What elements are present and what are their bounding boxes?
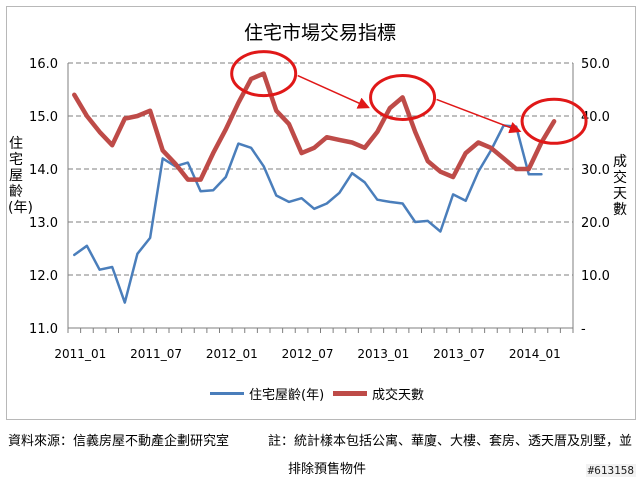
right-tick-label: 50.0: [581, 57, 610, 72]
right-axis-label: 成交天數: [612, 154, 628, 218]
annotation-circle: [369, 73, 437, 121]
right-tick-label: 20.0: [581, 216, 610, 231]
x-tick-label: 2013_01: [357, 347, 409, 361]
x-tick-label: 2014_01: [509, 347, 561, 361]
series-line-days: [72, 71, 557, 182]
chart-title: 住宅市場交易指標: [243, 22, 396, 44]
x-tick-label: 2012_07: [282, 347, 334, 361]
left-tick-label: 11.0: [29, 322, 58, 337]
legend-swatch-age: [210, 392, 244, 395]
x-tick-label: 2012_01: [206, 347, 258, 361]
legend-item-days: 成交天數: [333, 384, 424, 403]
legend-label-age: 住宅屋齡(年): [249, 388, 325, 403]
series-line-age: [73, 124, 543, 304]
annotation-circle: [520, 97, 588, 145]
legend-item-age: 住宅屋齡(年): [210, 384, 324, 403]
legend-label-days: 成交天數: [372, 388, 425, 403]
x-tick-label: 2011_01: [54, 347, 106, 361]
left-tick-label: 14.0: [29, 163, 58, 178]
x-tick-label: 2011_07: [130, 347, 182, 361]
right-tick-label: 10.0: [581, 269, 610, 284]
left-tick-label: 16.0: [29, 57, 58, 72]
x-tick-label: 2013_07: [433, 347, 485, 361]
annotation-arrow: [297, 74, 370, 109]
annotation-arrow: [436, 98, 522, 134]
note-text-line2: 排除預售物件: [288, 462, 367, 477]
right-axis-label-text: 成交天數: [613, 154, 627, 218]
right-tick-label: 40.0: [581, 110, 610, 125]
right-tick-label: 30.0: [581, 163, 610, 178]
left-tick-label: 12.0: [29, 269, 58, 284]
note-text-line1: 註：統計樣本包括公寓、華廈、大樓、套房、透天厝及別墅，並: [268, 434, 633, 449]
image-id-badge: #613158: [585, 464, 636, 477]
left-tick-label: 13.0: [29, 216, 58, 231]
left-tick-label: 15.0: [29, 110, 58, 125]
legend-swatch-days: [333, 391, 367, 396]
right-tick-label: -: [581, 322, 586, 337]
source-text: 資料來源：信義房屋不動產企劃研究室: [8, 434, 230, 449]
annotation-circle: [230, 50, 298, 98]
chart-frame: [6, 6, 636, 420]
